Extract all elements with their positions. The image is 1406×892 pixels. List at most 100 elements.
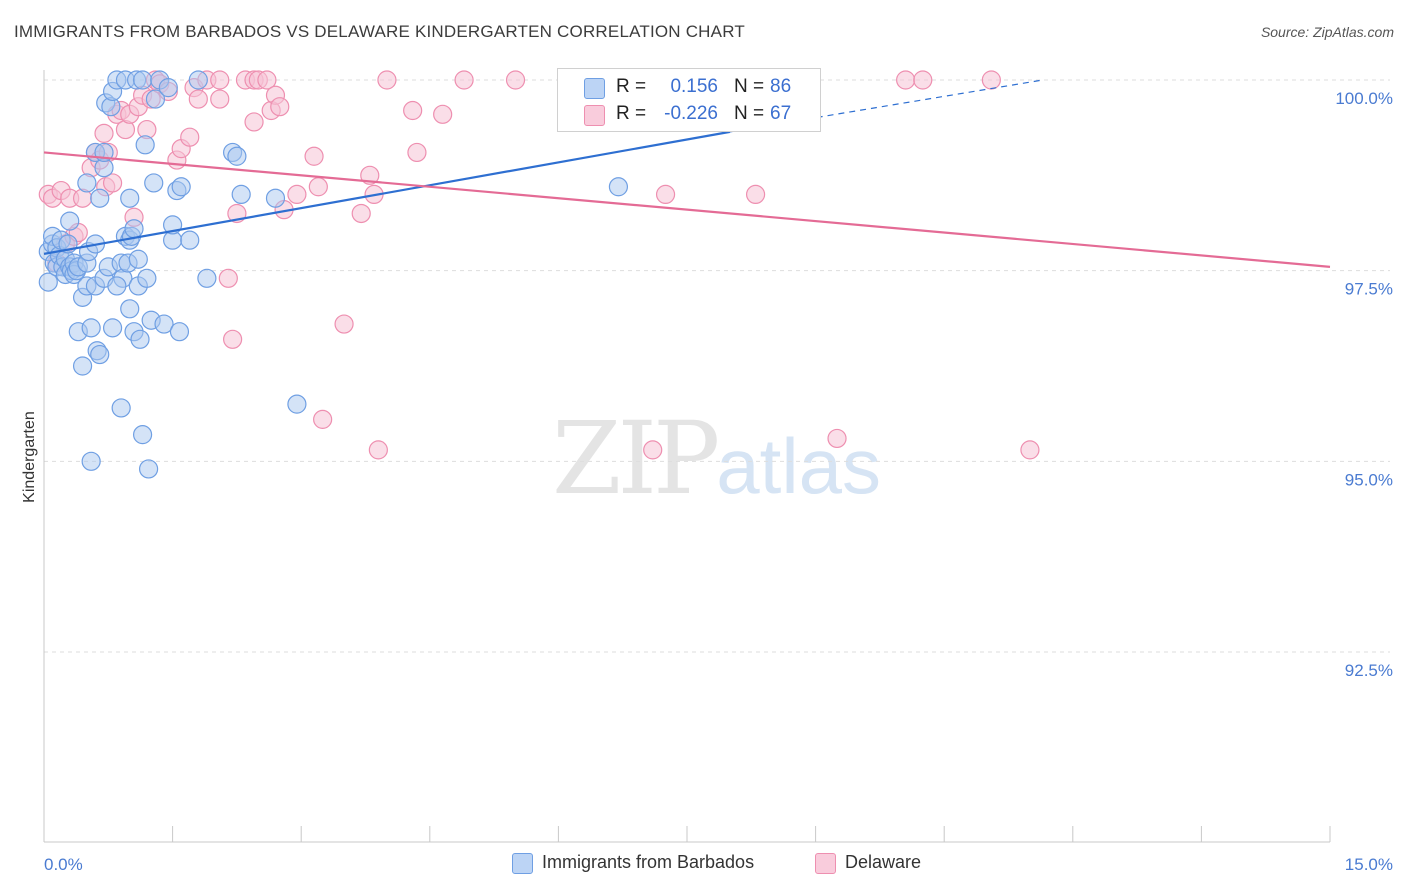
barbados-point <box>120 299 140 319</box>
series-label-barbados: Immigrants from Barbados <box>542 852 755 872</box>
barbados-point <box>287 394 307 414</box>
series-swatch-delaware <box>815 853 836 874</box>
watermark-atlas: atlas <box>716 422 882 510</box>
barbados-point <box>132 70 153 90</box>
barbados-point <box>138 459 159 479</box>
series-swatch-barbados <box>512 853 533 874</box>
delaware-point <box>257 70 277 90</box>
legend-r-value: -0.226 <box>664 103 718 124</box>
barbados-point <box>77 173 97 193</box>
barbados-point <box>169 322 190 342</box>
gridlines <box>44 79 1390 653</box>
y-tick-label: 95.0% <box>1345 470 1393 489</box>
y-tick-label: 100.0% <box>1335 89 1393 108</box>
legend-n-value: 86 <box>770 76 792 97</box>
barbados-point <box>90 344 110 365</box>
x-tick-label: 15.0% <box>1345 855 1393 874</box>
y-axis-title: Kindergarten <box>21 411 38 503</box>
chart-title: IMMIGRANTS FROM BARBADOS VS DELAWARE KIN… <box>14 22 745 41</box>
barbados-point <box>124 219 144 239</box>
watermark: ZIPatlas <box>552 400 881 517</box>
legend-swatch-barbados <box>584 78 605 99</box>
x-tick-label: 0.0% <box>44 855 83 874</box>
delaware-point <box>308 177 328 197</box>
delaware-point <box>896 70 916 90</box>
delaware-point <box>287 184 307 204</box>
delaware-point <box>403 100 423 121</box>
delaware-point <box>827 428 847 449</box>
delaware-point <box>745 184 766 204</box>
barbados-point <box>137 268 157 288</box>
barbados-point <box>128 249 148 269</box>
delaware-point <box>913 70 933 90</box>
barbados-point <box>107 276 127 296</box>
legend-n-value: 67 <box>770 103 792 124</box>
barbados-trend-line <box>43 130 731 255</box>
barbados-point <box>265 188 286 208</box>
barbados-points <box>38 70 629 479</box>
barbados-point <box>135 135 155 155</box>
delaware-point <box>218 268 238 288</box>
legend-n-label: N = <box>734 103 765 124</box>
axis-labels: 100.0% 97.5% 95.0% 92.5% 0.0% 15.0% Kindergart… <box>21 89 1393 874</box>
barbados-point <box>130 329 150 349</box>
barbados-point <box>38 272 58 292</box>
barbados-point <box>145 89 166 109</box>
barbados-point <box>171 177 191 197</box>
series-legend: Immigrants from Barbados Delaware <box>0 851 1406 877</box>
barbados-point <box>81 451 101 471</box>
barbados-point <box>111 398 131 418</box>
delaware-point <box>244 112 264 132</box>
delaware-points <box>38 70 1040 460</box>
correlation-legend: R = 0.156 N = 86 R = -0.226 N = 67 <box>557 68 821 132</box>
delaware-point <box>643 440 663 460</box>
legend-n-label: N = <box>734 76 765 97</box>
delaware-point <box>180 127 200 147</box>
legend-row-barbados: R = 0.156 N = 86 <box>558 73 820 101</box>
delaware-point <box>210 70 230 90</box>
legend-r-value: 0.156 <box>670 76 718 97</box>
delaware-trend-line <box>43 151 1331 268</box>
delaware-point <box>304 146 324 166</box>
delaware-point <box>313 409 333 429</box>
barbados-point <box>154 314 174 334</box>
barbados-point <box>231 184 251 204</box>
barbados-point <box>227 146 247 166</box>
legend-r-label: R = <box>616 103 647 124</box>
barbados-point <box>188 70 208 90</box>
delaware-point <box>270 97 290 117</box>
barbados-point <box>144 173 164 193</box>
watermark-zip: ZIP <box>552 400 720 517</box>
axes <box>43 70 1331 843</box>
delaware-point <box>360 165 380 185</box>
delaware-point <box>102 173 123 193</box>
barbados-point <box>608 177 629 197</box>
delaware-point <box>454 70 474 90</box>
barbados-point <box>72 356 93 376</box>
delaware-point <box>1020 440 1040 460</box>
delaware-point <box>210 89 230 109</box>
barbados-point <box>102 318 123 338</box>
barbados-point <box>132 425 153 445</box>
legend-row-delaware: R = -0.226 N = 67 <box>558 100 820 128</box>
barbados-point <box>158 78 178 98</box>
barbados-point <box>90 188 110 208</box>
delaware-point <box>94 123 114 143</box>
delaware-point <box>407 142 427 163</box>
barbados-point <box>180 230 200 250</box>
delaware-point <box>188 89 208 109</box>
delaware-point <box>223 329 243 349</box>
delaware-point <box>981 70 1001 90</box>
chart-source: Source: ZipAtlas.com <box>1260 24 1394 40</box>
barbados-point <box>81 318 101 338</box>
y-tick-label: 92.5% <box>1345 661 1393 680</box>
delaware-point <box>368 440 388 460</box>
barbados-point <box>120 188 140 208</box>
barbados-trend-extension <box>729 79 1043 133</box>
series-label-delaware: Delaware <box>845 852 922 872</box>
delaware-point <box>334 314 354 334</box>
delaware-point <box>433 104 453 124</box>
legend-swatch-delaware <box>584 105 605 126</box>
trend-lines <box>43 79 1331 268</box>
